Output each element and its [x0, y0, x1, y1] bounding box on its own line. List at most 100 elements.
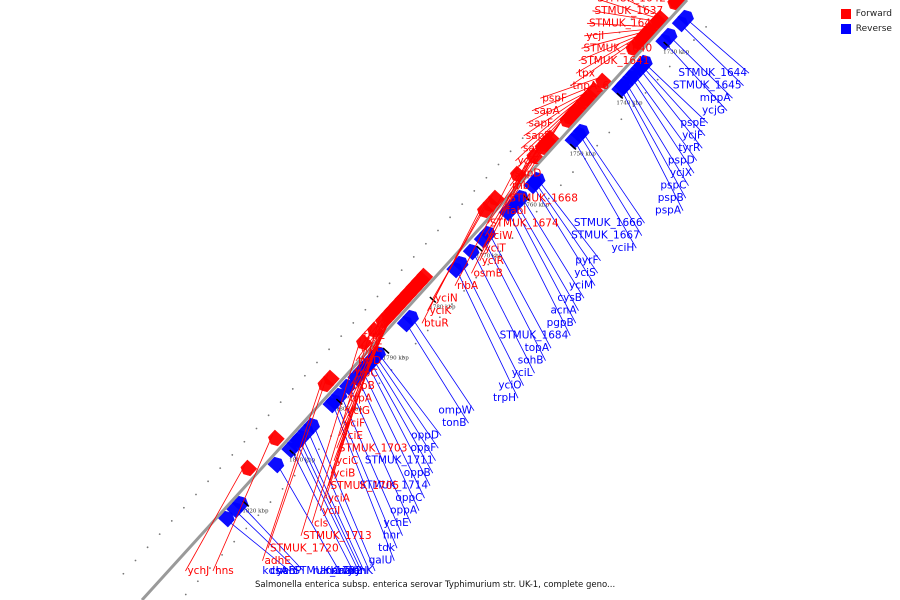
gene-label-cls[interactable]: cls	[314, 517, 328, 529]
gene-label-yciL[interactable]: yciL	[512, 367, 533, 379]
gene-label-yciH[interactable]: yciH	[611, 242, 634, 254]
gene-label-pspA[interactable]: pspA	[655, 205, 682, 217]
gene-label-oppB[interactable]: oppB	[404, 467, 431, 479]
gene-label-oppC[interactable]: oppC	[395, 492, 422, 504]
gene-label-yciW[interactable]: yciW	[487, 230, 513, 242]
tick-label-4: 1770 kbp	[476, 254, 503, 260]
gene-label-pspF[interactable]: pspF	[542, 92, 567, 104]
gene-label-ychE[interactable]: ychE	[383, 517, 408, 529]
gene-label-hns[interactable]: hns	[215, 565, 234, 577]
gene-label-yciO[interactable]: yciO	[498, 380, 521, 392]
gene-block-STMUK_1635[interactable]	[667, 0, 685, 11]
gene-label-pspB[interactable]: pspB	[658, 192, 684, 204]
gene-leader-ycjF	[645, 69, 706, 136]
gene-label-tpx[interactable]: tpx	[578, 67, 595, 79]
gene-label-yciR[interactable]: yciR	[482, 255, 504, 267]
minor-dot	[463, 289, 465, 292]
gene-label-adhE[interactable]: adhE	[264, 555, 290, 567]
gene-leader-tpx	[575, 38, 636, 74]
gene-label-sapF[interactable]: sapF	[528, 117, 553, 129]
gene-label-STMUK_1674[interactable]: STMUK_1674	[490, 217, 559, 229]
gene-label-sohB[interactable]: sohB	[518, 355, 544, 367]
gene-label-STMUK_1713[interactable]: STMUK_1713	[303, 530, 372, 542]
gene-label-ycjE[interactable]: ycjE	[517, 155, 539, 167]
gene-leader-STMUK_1642	[599, 0, 656, 18]
minor-dot	[269, 501, 272, 503]
gene-label-ribA[interactable]: ribA	[457, 280, 479, 292]
gene-label-STMUK_1668[interactable]: STMUK_1668	[509, 192, 578, 204]
gene-label-yciN[interactable]: yciN	[435, 292, 458, 304]
gene-leader-hns	[212, 434, 274, 572]
gene-label-ompW[interactable]: ompW	[438, 405, 472, 417]
gene-label-sapA[interactable]: sapA	[534, 105, 561, 117]
gene-label-STMUK_1642[interactable]: STMUK_1642	[597, 0, 666, 4]
gene-label-STMUK_1703[interactable]: STMUK_1703	[339, 442, 408, 454]
gene-block-ychJ[interactable]	[240, 459, 258, 477]
gene-label-yciK[interactable]: yciK	[429, 305, 452, 317]
gene-label-oppD[interactable]: oppD	[411, 430, 439, 442]
gene-label-yciC[interactable]: yciC	[336, 455, 358, 467]
minor-dot	[485, 176, 488, 179]
gene-label-topA[interactable]: topA	[525, 342, 550, 354]
gene-label-STMUK_1720[interactable]: STMUK_1720	[270, 542, 339, 554]
gene-leader-yciM	[534, 189, 596, 286]
minor-dot	[122, 572, 125, 575]
gene-leader-kdsA	[229, 522, 291, 572]
gene-label-btuR[interactable]: btuR	[424, 317, 449, 329]
minor-dot	[388, 282, 391, 285]
gene-label-ycjG[interactable]: ycjG	[702, 105, 725, 117]
gene-label-pyrF[interactable]: pyrF	[575, 255, 598, 267]
gene-label-tnpA_6[interactable]: tnpA_6	[572, 80, 609, 92]
gene-leader-tnpA_6	[570, 44, 631, 87]
gene-label-narK[interactable]: narK	[313, 565, 338, 577]
gene-label-STMUK_1667[interactable]: STMUK_1667	[571, 230, 640, 242]
reverse-swatch	[840, 23, 851, 34]
minor-dot	[424, 242, 427, 245]
gene-label-STMUK_1645[interactable]: STMUK_1645	[673, 80, 742, 92]
gene-label-narG[interactable]: narG	[325, 565, 351, 577]
minor-dot	[182, 506, 185, 509]
gene-label-tyrR[interactable]: tyrR	[678, 142, 700, 154]
gene-label-oppF[interactable]: oppF	[410, 442, 436, 454]
gene-label-yciB[interactable]: yciB	[333, 467, 355, 479]
gene-label-yciI[interactable]: yciI	[322, 505, 340, 517]
gene-label-cysB[interactable]: cysB	[557, 292, 582, 304]
gene-leader-pspF	[540, 77, 601, 99]
gene-label-yciA[interactable]: yciA	[328, 492, 351, 504]
gene-label-pgpB[interactable]: pgpB	[547, 317, 574, 329]
gene-label-oppA[interactable]: oppA	[390, 505, 418, 517]
gene-label-chaB[interactable]: chaB	[270, 565, 296, 577]
gene-label-fabI[interactable]: fabI	[506, 205, 526, 217]
gene-label-STMUK_1684[interactable]: STMUK_1684	[500, 330, 569, 342]
gene-label-STMUK_1666[interactable]: STMUK_1666	[574, 217, 643, 229]
gene-label-narJ[interactable]: narJ	[339, 565, 360, 577]
gene-block-hns[interactable]	[267, 429, 285, 447]
gene-label-ychJ[interactable]: ychJ	[187, 565, 209, 577]
gene-label-STMUK_1637[interactable]: STMUK_1637	[594, 5, 663, 17]
gene-label-tonB[interactable]: tonB	[442, 417, 466, 429]
gene-label-osmB[interactable]: osmB	[473, 267, 502, 279]
gene-label-ychK[interactable]: ychK	[347, 565, 374, 577]
gene-label-kdsA[interactable]: kdsA	[262, 565, 288, 577]
gene-label-galU[interactable]: galU	[369, 555, 393, 567]
gene-leader-narH	[298, 447, 359, 572]
gene-label-STMUK_1711[interactable]: STMUK_1711	[365, 455, 434, 467]
gene-label-sapB[interactable]: sapB	[526, 130, 552, 142]
gene-label-acnA[interactable]: acnA	[550, 305, 577, 317]
gene-label-pspE[interactable]: pspE	[680, 117, 705, 129]
gene-label-yciT[interactable]: yciT	[484, 242, 506, 254]
gene-label-STMUK_1646[interactable]: STMUK_1646	[589, 17, 658, 29]
gene-label-tdk[interactable]: tdk	[378, 542, 396, 554]
gene-label-trpH[interactable]: trpH	[493, 392, 516, 404]
gene-label-STMUK_1705[interactable]: STMUK_1705	[330, 480, 399, 492]
gene-label-pspC[interactable]: pspC	[660, 180, 686, 192]
gene-label-yciM[interactable]: yciM	[569, 280, 593, 292]
gene-label-STMUK_1732[interactable]: STMUK_1732	[293, 565, 362, 577]
gene-block-adhE[interactable]	[317, 375, 335, 393]
tick-mark-5	[429, 296, 437, 304]
gene-leader-narI	[309, 435, 370, 572]
gene-label-STMUK_1641[interactable]: STMUK_1641	[581, 55, 650, 67]
gene-label-ycjI[interactable]: ycjI	[586, 30, 604, 42]
gene-label-pspD[interactable]: pspD	[668, 155, 695, 167]
gene-label-yciS[interactable]: yciS	[574, 267, 596, 279]
